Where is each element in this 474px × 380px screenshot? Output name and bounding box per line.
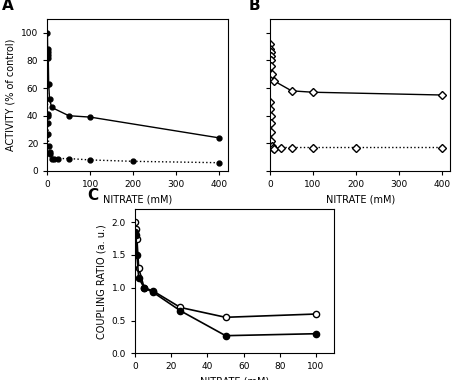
X-axis label: NITRATE (mM): NITRATE (mM) (326, 195, 395, 204)
Text: B: B (248, 0, 260, 13)
X-axis label: NITRATE (mM): NITRATE (mM) (200, 377, 269, 380)
X-axis label: NITRATE (mM): NITRATE (mM) (103, 195, 172, 204)
Y-axis label: COUPLING RATIO (a. u.): COUPLING RATIO (a. u.) (96, 224, 106, 339)
Text: A: A (2, 0, 14, 13)
Text: C: C (87, 188, 99, 203)
Y-axis label: ACTIVITY (% of control): ACTIVITY (% of control) (6, 39, 16, 151)
